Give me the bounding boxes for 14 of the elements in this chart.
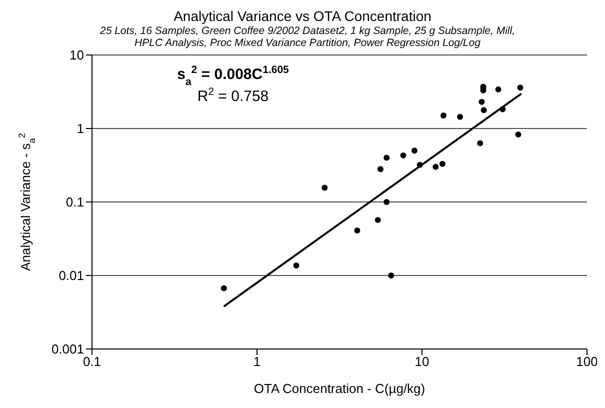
x-axis-title: OTA Concentration - C(µg/kg) [254,381,426,396]
y-tick-label: 10 [70,48,84,63]
annotation: R$^{2}$ = 0.758 [197,86,269,105]
x-tick-label: 1 [253,354,261,370]
chart-title: Analytical Variance vs OTA Concentration [172,8,432,24]
x-tick-label: 100 [576,354,598,370]
x-tick-label: 10 [414,354,430,370]
y-tick-label: 0.01 [58,268,84,284]
x-tick-label: 0.1 [82,354,102,370]
y-tick-label: 0.1 [66,194,84,210]
y-tick-label: 1 [76,121,84,136]
y-tick-label: 0.001 [51,342,84,357]
annotation: s$_{a}$$^{2}$ = 0.008C$^{1.605}$ [177,64,290,88]
chart-subtitle: 25 Lots, 16 Samples, Green Coffee 9/2002 Dataset2, 1 kg Sample, 25 g Subsample, Mill, HPLC Analysis, Proc Mixed Variance Partition, Power Regression Log/Log [99,25,516,49]
